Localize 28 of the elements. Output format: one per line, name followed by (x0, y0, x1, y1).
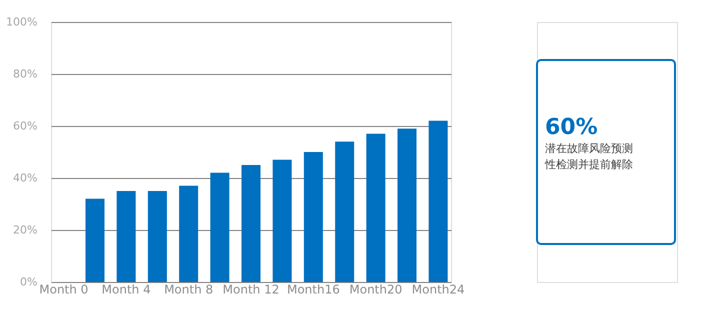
y-tick-label: 40% (13, 172, 38, 184)
x-tick-label: Month24 (412, 282, 465, 296)
x-tick-label: Month 8 (164, 282, 214, 296)
bar (242, 165, 260, 282)
bar (335, 142, 354, 282)
bar (85, 198, 104, 282)
bar (398, 128, 417, 282)
x-tick-label: Month 4 (102, 282, 151, 296)
x-tick-label: Month 0 (39, 282, 88, 296)
bar (366, 134, 386, 282)
text: 性检测并提前解除 (544, 158, 633, 171)
x-tick-label: Month20 (349, 282, 402, 296)
y-tick-label: 80% (13, 68, 38, 80)
bar (148, 191, 167, 282)
y-tick-label: 0% (20, 276, 38, 288)
y-tick-label: 60% (13, 120, 38, 132)
bar (428, 120, 448, 282)
x-tick-label: Month16 (286, 282, 340, 296)
text: 潜在故障风险预测 (545, 142, 633, 155)
bar (272, 160, 292, 282)
bar (210, 172, 230, 282)
bar (179, 186, 198, 282)
bar (116, 191, 136, 282)
y-tick-label: 20% (13, 224, 38, 236)
bar (304, 152, 323, 282)
x-tick-label: Month 12 (222, 282, 280, 296)
text: 60% (545, 115, 598, 140)
y-tick-label: 100% (6, 16, 38, 28)
